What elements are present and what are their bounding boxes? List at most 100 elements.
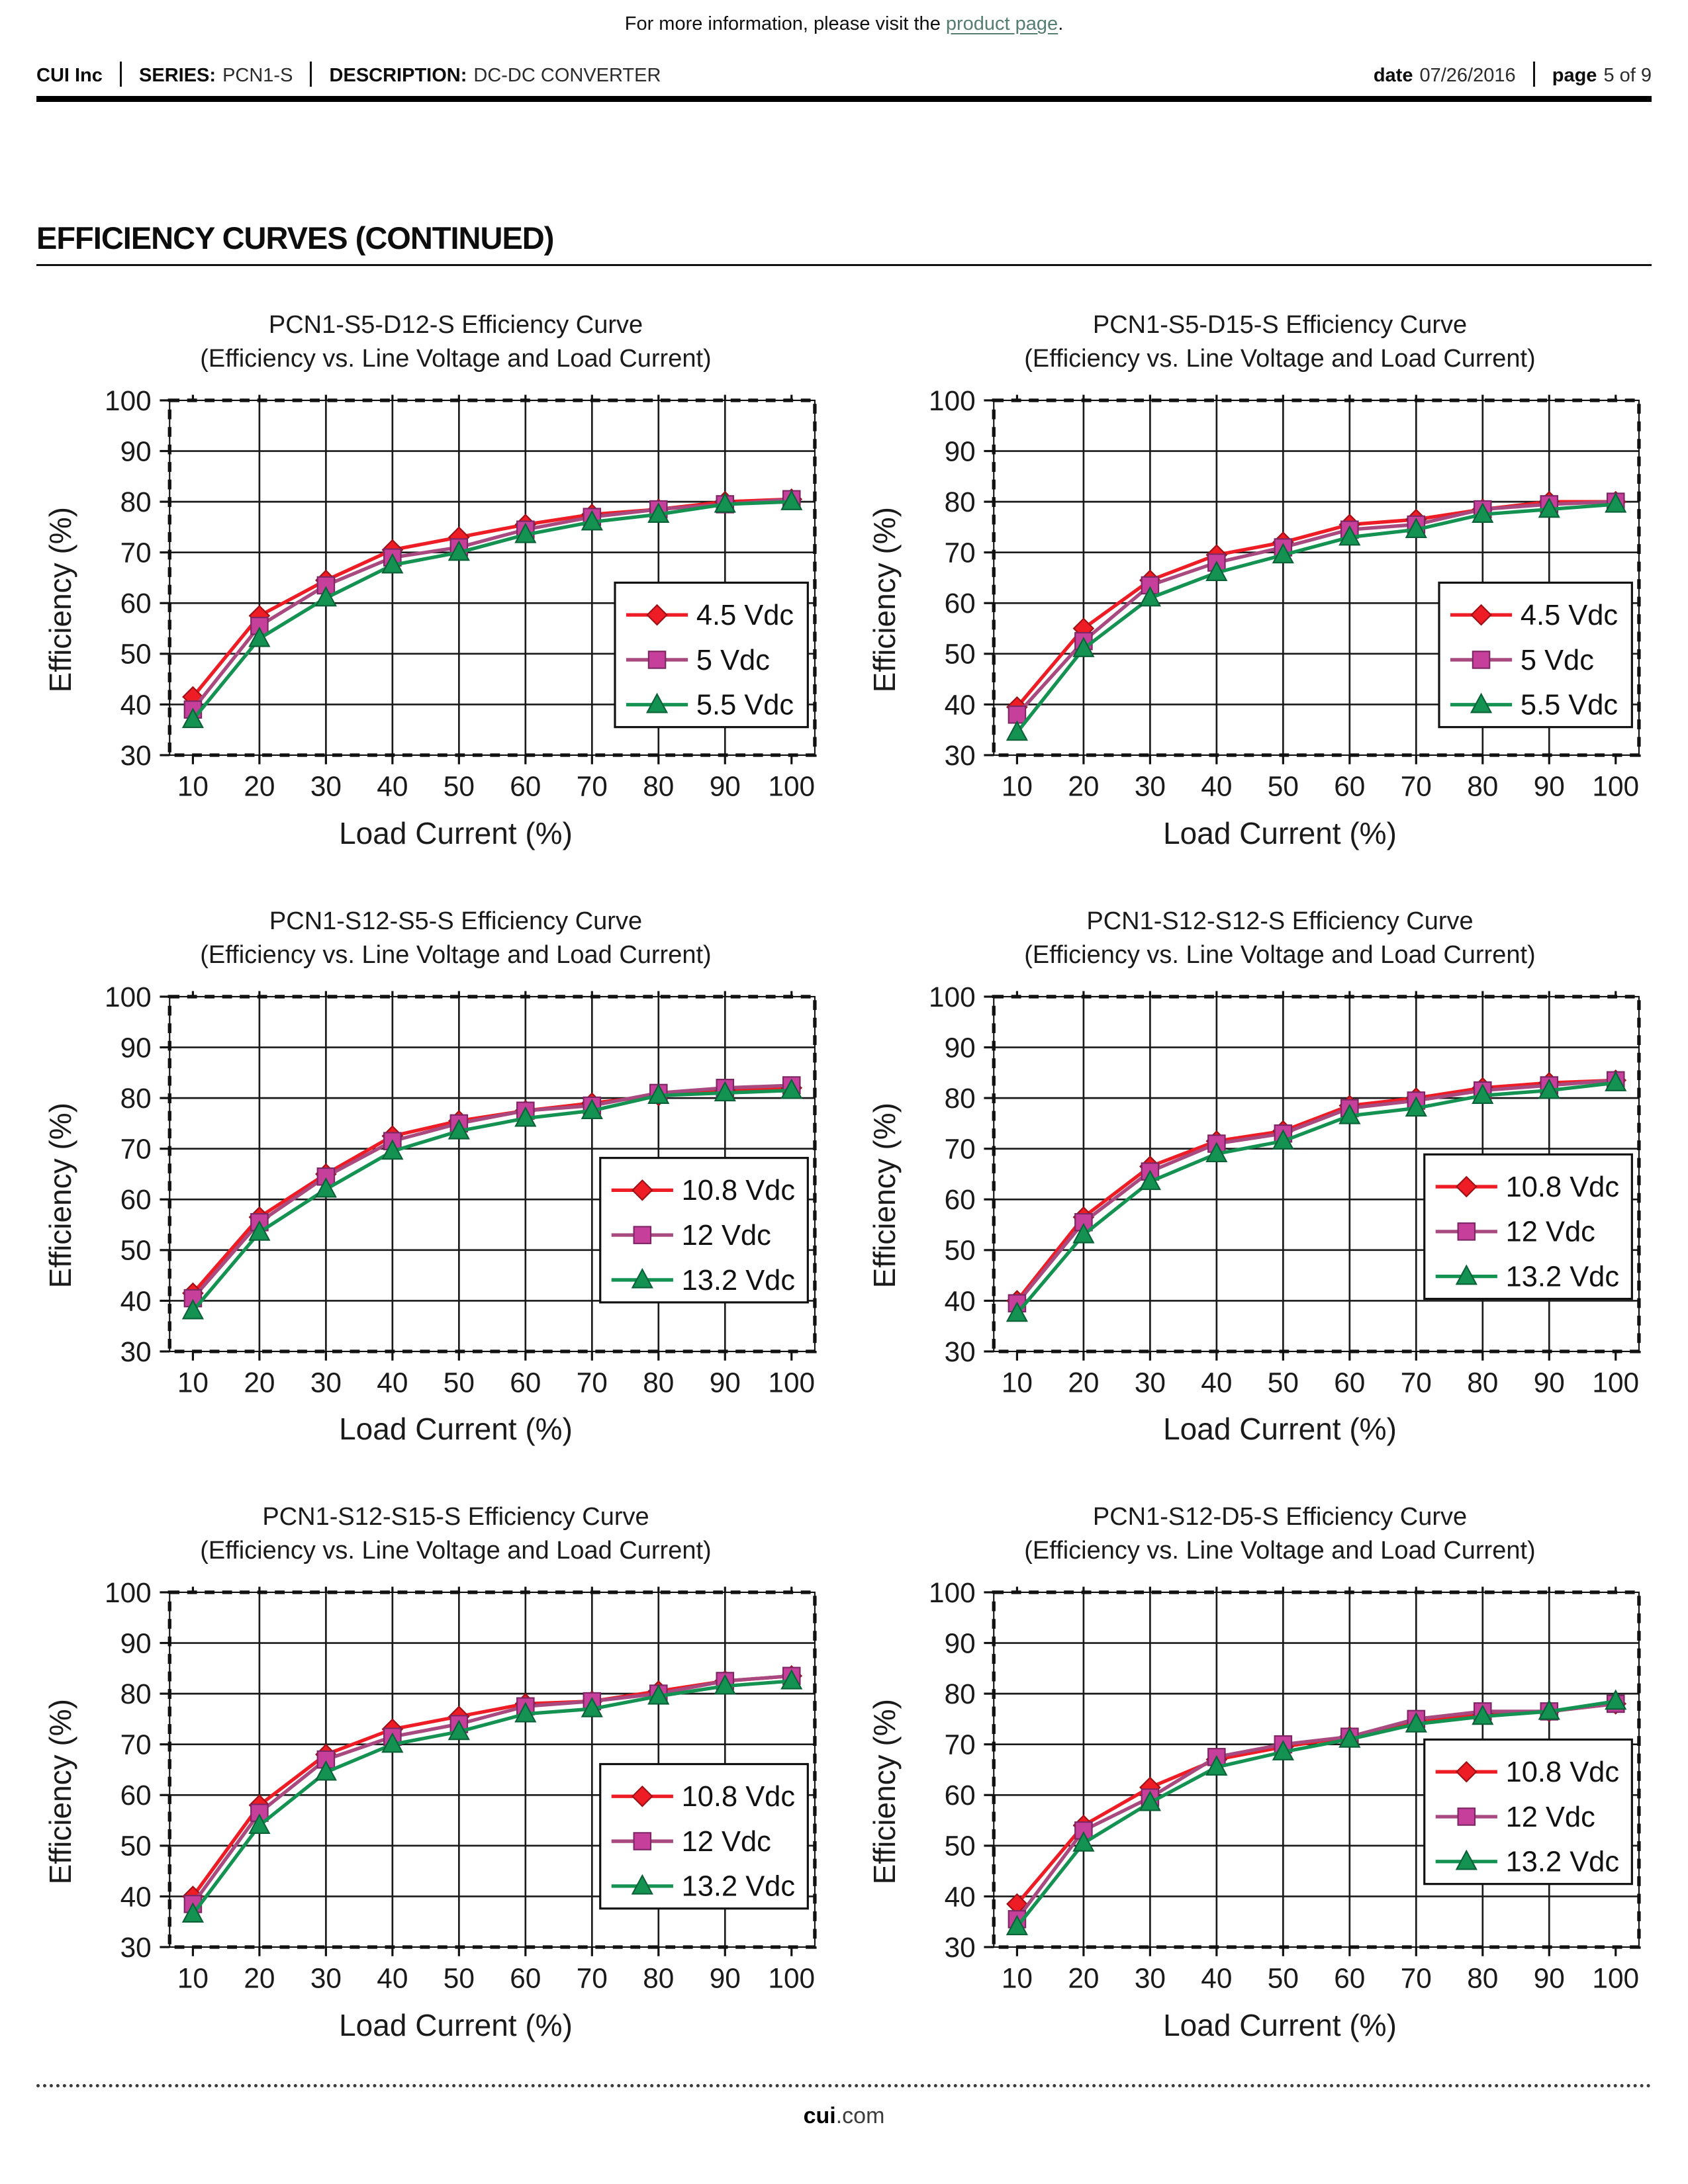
y-axis-label: Efficiency (%) — [43, 506, 77, 692]
svg-text:13.2 Vdc: 13.2 Vdc — [682, 1264, 795, 1296]
chart-block-pcn1-s12-s5-s: PCN1-S12-S5-S Efficiency Curve (Efficien… — [36, 907, 827, 1447]
series-label: SERIES: — [139, 65, 216, 86]
svg-text:50: 50 — [1268, 1367, 1299, 1398]
info-bar-right: date 07/26/2016 page 5 of 9 — [1374, 62, 1652, 87]
svg-text:5.5 Vdc: 5.5 Vdc — [696, 690, 794, 721]
svg-text:100: 100 — [105, 389, 152, 416]
chart-subtitle: (Efficiency vs. Line Voltage and Load Cu… — [1024, 940, 1536, 969]
svg-text:13.2 Vdc: 13.2 Vdc — [1506, 1261, 1619, 1293]
svg-text:30: 30 — [310, 1963, 342, 1994]
svg-text:30: 30 — [1135, 770, 1166, 801]
svg-text:60: 60 — [510, 1963, 541, 1994]
svg-text:80: 80 — [120, 1083, 152, 1114]
chart-subtitle: (Efficiency vs. Line Voltage and Load Cu… — [200, 940, 712, 969]
svg-text:70: 70 — [120, 537, 152, 569]
svg-text:40: 40 — [945, 689, 976, 720]
chart-subtitle: (Efficiency vs. Line Voltage and Load Cu… — [200, 1537, 712, 1565]
charts-grid: PCN1-S5-D12-S Efficiency Curve (Efficien… — [36, 311, 1652, 2043]
chart-title: PCN1-S12-S5-S Efficiency Curve — [269, 907, 643, 935]
svg-text:40: 40 — [1201, 1367, 1232, 1398]
svg-text:60: 60 — [1334, 1367, 1365, 1398]
x-axis-label: Load Current (%) — [339, 815, 573, 850]
svg-text:50: 50 — [1268, 770, 1299, 801]
svg-text:30: 30 — [1135, 1963, 1166, 1994]
chart-block-pcn1-s5-d12-s: PCN1-S5-D12-S Efficiency Curve (Efficien… — [36, 311, 827, 851]
date-value: 07/26/2016 — [1419, 65, 1516, 86]
cui-logo: cui.com — [36, 2103, 1652, 2129]
section-rule — [36, 264, 1652, 266]
svg-text:12 Vdc: 12 Vdc — [1506, 1216, 1595, 1248]
divider — [119, 62, 122, 87]
svg-text:12 Vdc: 12 Vdc — [682, 1826, 771, 1858]
chart-subtitle: (Efficiency vs. Line Voltage and Load Cu… — [200, 345, 712, 373]
svg-text:100: 100 — [1592, 770, 1639, 801]
footer-rule — [36, 2083, 1652, 2087]
svg-text:100: 100 — [929, 389, 976, 416]
svg-text:50: 50 — [945, 1831, 976, 1862]
svg-text:90: 90 — [120, 1628, 152, 1659]
svg-text:20: 20 — [244, 770, 275, 801]
svg-text:50: 50 — [1268, 1963, 1299, 1994]
svg-text:30: 30 — [310, 1367, 342, 1398]
svg-text:12 Vdc: 12 Vdc — [682, 1220, 771, 1251]
chart-canvas: 10 20 30 40 50 60 70 80 90 100 30 40 50 60 70 80 90 100 4.… — [105, 389, 817, 801]
svg-text:90: 90 — [120, 435, 152, 467]
svg-text:100: 100 — [105, 985, 152, 1013]
x-axis-label: Load Current (%) — [339, 2007, 573, 2042]
datasheet-page: For more information, please visit the p… — [36, 13, 1652, 2129]
svg-text:90: 90 — [710, 770, 741, 801]
svg-text:40: 40 — [120, 1285, 152, 1316]
svg-text:80: 80 — [643, 770, 674, 801]
svg-text:60: 60 — [945, 1184, 976, 1215]
svg-text:100: 100 — [929, 985, 976, 1013]
header-rule — [36, 96, 1652, 102]
svg-text:100: 100 — [768, 1367, 815, 1398]
chart-block-pcn1-s12-s15-s: PCN1-S12-S15-S Efficiency Curve (Efficie… — [36, 1503, 827, 2043]
chart-canvas: 10 20 30 40 50 60 70 80 90 100 30 40 50 60 70 80 90 100 10… — [929, 1581, 1641, 1994]
svg-text:70: 70 — [945, 1729, 976, 1760]
description-label: DESCRIPTION: — [329, 65, 467, 86]
chart-block-pcn1-s12-d5-s: PCN1-S12-D5-S Efficiency Curve (Efficien… — [861, 1503, 1652, 2043]
svg-text:4.5 Vdc: 4.5 Vdc — [1521, 600, 1618, 631]
svg-text:13.2 Vdc: 13.2 Vdc — [1506, 1846, 1619, 1878]
svg-text:70: 70 — [945, 1133, 976, 1164]
svg-text:5.5 Vdc: 5.5 Vdc — [1521, 690, 1618, 721]
y-axis-label: Efficiency (%) — [43, 1698, 77, 1885]
svg-text:70: 70 — [1401, 1367, 1432, 1398]
svg-text:100: 100 — [1592, 1963, 1639, 1994]
section-title: EFFICIENCY CURVES (CONTINUED) — [36, 220, 554, 255]
svg-text:60: 60 — [120, 1184, 152, 1215]
svg-text:50: 50 — [945, 1234, 976, 1265]
cui-logo-rest: .com — [835, 2103, 885, 2128]
svg-text:100: 100 — [1592, 1367, 1639, 1398]
svg-text:10: 10 — [177, 1963, 209, 1994]
page-label: page — [1552, 65, 1597, 86]
divider — [310, 62, 312, 87]
chart-subtitle: (Efficiency vs. Line Voltage and Load Cu… — [1024, 1537, 1536, 1565]
svg-text:70: 70 — [1401, 1963, 1432, 1994]
svg-text:20: 20 — [244, 1963, 275, 1994]
svg-text:70: 70 — [120, 1729, 152, 1760]
svg-text:90: 90 — [710, 1367, 741, 1398]
chart-title: PCN1-S12-S15-S Efficiency Curve — [262, 1503, 649, 1531]
divider — [1532, 62, 1535, 87]
svg-text:10.8 Vdc: 10.8 Vdc — [682, 1175, 795, 1206]
info-bar: CUI Inc SERIES: PCN1-S DESCRIPTION: DC-DC … — [36, 62, 1652, 87]
svg-text:80: 80 — [1467, 1367, 1498, 1398]
svg-text:50: 50 — [120, 1831, 152, 1862]
svg-text:30: 30 — [945, 1932, 976, 1963]
svg-text:100: 100 — [768, 770, 815, 801]
page-footer: cui.com — [36, 2083, 1652, 2129]
svg-text:50: 50 — [945, 639, 976, 670]
y-axis-label: Efficiency (%) — [867, 1698, 902, 1885]
top-note-period: . — [1058, 13, 1064, 34]
svg-text:70: 70 — [120, 1133, 152, 1164]
svg-text:50: 50 — [444, 1367, 475, 1398]
svg-text:80: 80 — [1467, 770, 1498, 801]
svg-text:60: 60 — [1334, 1963, 1365, 1994]
svg-text:70: 70 — [945, 537, 976, 569]
product-page-link[interactable]: product page — [945, 13, 1058, 34]
svg-text:80: 80 — [945, 486, 976, 518]
svg-text:90: 90 — [1534, 1367, 1565, 1398]
chart-canvas: 10 20 30 40 50 60 70 80 90 100 30 40 50 60 70 80 90 100 10… — [929, 985, 1641, 1398]
